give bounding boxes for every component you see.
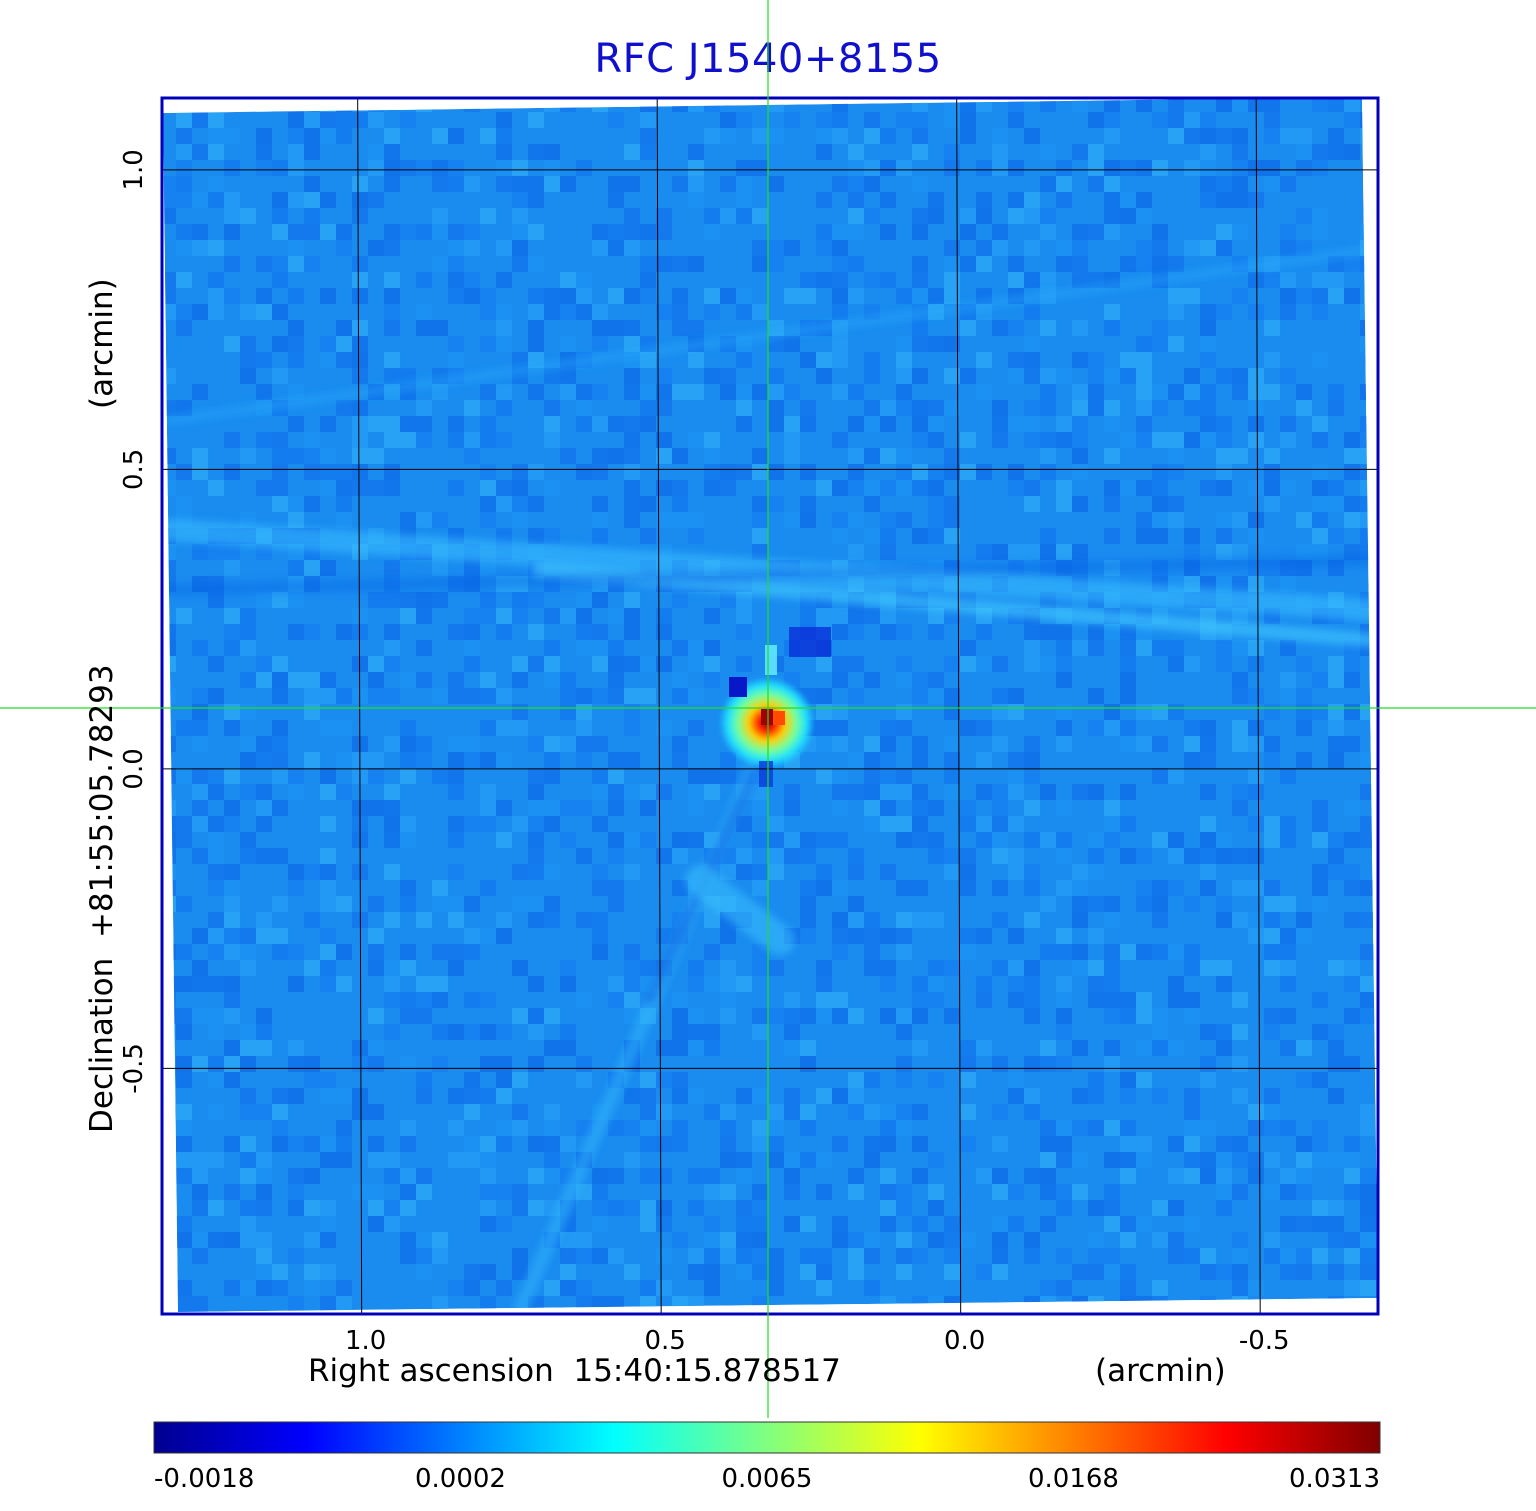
- coordinate-grid: [162, 97, 1378, 1315]
- colorbar-tick-label: -0.0018: [154, 1464, 254, 1494]
- colorbar-tick-label: 0.0313: [1289, 1464, 1380, 1494]
- y-axis-unit: (arcmin): [84, 278, 120, 409]
- y-tick-labels: 1.0 0.5 0.0 -0.5: [119, 149, 149, 1094]
- colorbar-tick-label: 0.0168: [1028, 1464, 1119, 1494]
- colorbar-tick-label: 0.0002: [415, 1464, 506, 1494]
- grid-line-x-0: [357, 97, 363, 1315]
- x-tick-label: -0.5: [1239, 1326, 1290, 1356]
- x-tick-labels: 1.0 0.5 0.0 -0.5: [345, 1326, 1290, 1356]
- y-tick-label: 0.5: [119, 449, 149, 490]
- x-axis-label: Right ascension 15:40:15.878517: [308, 1353, 841, 1389]
- noise-texture: [163, 97, 1378, 1312]
- x-tick-label: 0.5: [645, 1326, 686, 1356]
- colorbar-tick-labels: -0.0018 0.0002 0.0065 0.0168 0.0313: [154, 1464, 1380, 1494]
- x-axis-unit: (arcmin): [1095, 1353, 1226, 1389]
- y-tick-label: 0.0: [119, 748, 149, 789]
- grid-line-x-1: [656, 97, 662, 1315]
- radio-source: [719, 626, 832, 787]
- y-axis-label: Declination +81:55:05.78293: [84, 664, 120, 1133]
- x-tick-label: 1.0: [345, 1326, 386, 1356]
- y-tick-label: 1.0: [119, 149, 149, 190]
- grid-line-x-3: [1255, 97, 1261, 1315]
- grid-line-x-2: [956, 97, 962, 1315]
- x-tick-label: 0.0: [944, 1326, 985, 1356]
- y-tick-label: -0.5: [119, 1043, 149, 1094]
- colorbar: [153, 1421, 1381, 1454]
- colorbar-tick-label: 0.0065: [722, 1464, 813, 1494]
- plot-frame: [160, 96, 1380, 1316]
- sidelobe-streaks: [163, 245, 1378, 1312]
